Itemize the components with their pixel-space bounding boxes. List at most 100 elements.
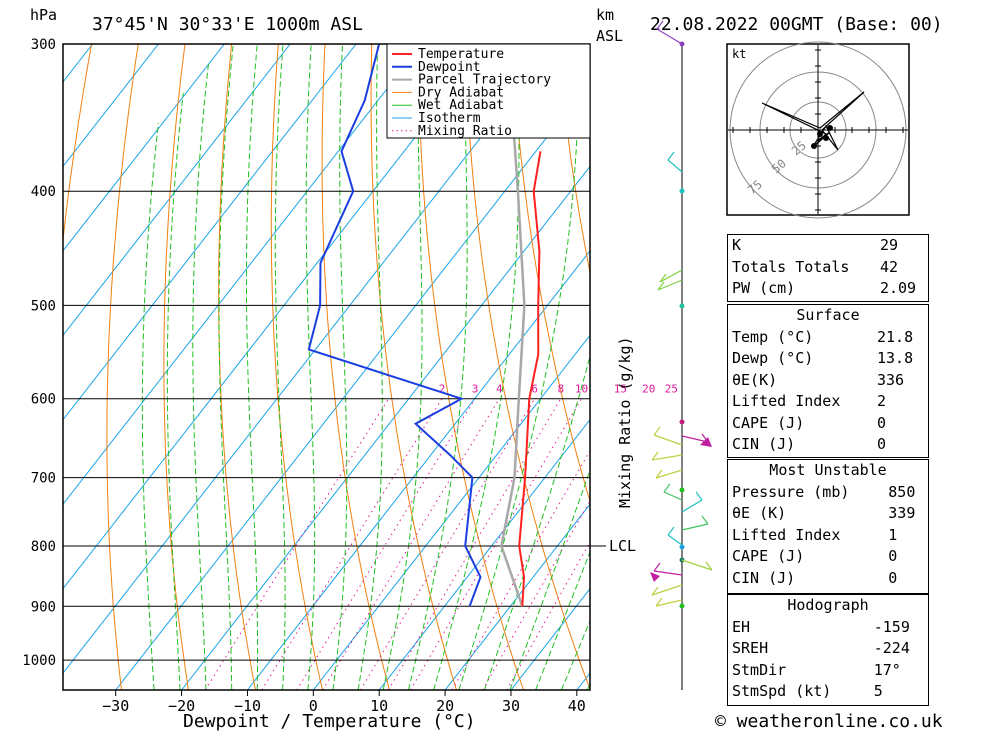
pressure-tick-label: 700 bbox=[31, 471, 56, 487]
isotherm-line bbox=[312, 334, 590, 690]
wind-barb bbox=[651, 454, 683, 461]
stmdir-value: 17° bbox=[873, 660, 901, 679]
surface-temp-label: Temp (°C) bbox=[732, 327, 814, 346]
isotherm-line bbox=[63, 44, 225, 252]
wind-barb-feather bbox=[655, 469, 663, 479]
surface-title: Surface bbox=[796, 306, 860, 324]
legend-entry: Isotherm bbox=[418, 111, 481, 126]
hodograph-point bbox=[817, 131, 823, 137]
dry-adiabat-line bbox=[370, 44, 457, 690]
mixing-ratio-label: 2 bbox=[439, 383, 446, 396]
dry-adiabat-line bbox=[63, 44, 93, 245]
temp-tick-label: 30 bbox=[502, 697, 520, 715]
wet-adiabat-line bbox=[141, 122, 159, 690]
wind-barb-feather bbox=[651, 586, 659, 596]
surface-dewp-value: 13.8 bbox=[877, 349, 914, 367]
wet-adiabat-line bbox=[218, 44, 234, 690]
wind-level-dot bbox=[679, 487, 685, 493]
mixing-ratio-line bbox=[482, 500, 590, 690]
eh-value: -159 bbox=[873, 617, 910, 636]
dry-adiabat-lines bbox=[63, 44, 1000, 690]
temp-tick-label: −30 bbox=[102, 697, 129, 715]
pressure-tick-label: 800 bbox=[31, 539, 56, 555]
temp-tick-label: 10 bbox=[370, 697, 388, 715]
mixing-ratio-label: 15 bbox=[614, 383, 627, 396]
surface-box: Surface Temp (°C) 21.8 Dewp (°C) 13.8 θE(K… bbox=[727, 304, 929, 458]
mixing-ratio-label: 10 bbox=[575, 383, 588, 396]
wind-barb bbox=[657, 279, 683, 291]
dry-adiabat-line bbox=[932, 44, 1000, 690]
mu-li-value: 1 bbox=[888, 525, 898, 544]
wind-level-dot bbox=[679, 303, 685, 309]
wet-adiabat-line bbox=[274, 44, 286, 690]
tt-label: Totals Totals bbox=[732, 257, 850, 276]
surface-temp-value: 21.8 bbox=[877, 327, 914, 346]
isotherm-line bbox=[63, 44, 159, 168]
wind-barb-feather bbox=[653, 562, 661, 572]
asl-label: ASL bbox=[596, 27, 623, 45]
wet-adiabat-lines bbox=[141, 44, 590, 690]
wet-adiabat-line bbox=[192, 60, 210, 690]
mixing-ratio-line bbox=[360, 398, 536, 690]
sreh-value: -224 bbox=[873, 639, 910, 657]
wind-barb-feather bbox=[656, 20, 664, 30]
eh-label: EH bbox=[732, 617, 751, 636]
hodograph-stats-box: Hodograph EH -159 SREH -224 StmDir 17° StmS… bbox=[727, 594, 929, 706]
mixing-ratio-label: 3 bbox=[472, 383, 479, 396]
wind-level-dot bbox=[679, 419, 685, 425]
axes-labels: 300 400 500 600 700 800 900 1000 −30 −20 −10 0 10 20 3… bbox=[22, 37, 586, 715]
temp-tick-label: −10 bbox=[234, 697, 261, 715]
isotherm-line bbox=[63, 44, 555, 674]
mixing-ratio-line bbox=[296, 398, 476, 690]
wind-barb bbox=[655, 599, 683, 607]
wind-barb bbox=[667, 534, 683, 546]
isotherm-line bbox=[63, 44, 291, 337]
pressure-unit: hPa bbox=[30, 6, 57, 24]
mixing-ratio-label: 20 bbox=[642, 383, 655, 396]
temp-tick-label: 40 bbox=[568, 697, 586, 715]
wind-barb-feather bbox=[657, 281, 665, 291]
wind-barb bbox=[653, 570, 683, 576]
wet-adiabat-line bbox=[509, 468, 590, 690]
surface-li-value: 2 bbox=[877, 392, 887, 410]
pressure-tick-label: 600 bbox=[31, 392, 56, 408]
mu-theta-value: 339 bbox=[888, 504, 916, 522]
most-unstable-box: Most Unstable Pressure (mb) 850 θE (K) 339… bbox=[727, 459, 929, 594]
hodograph-point bbox=[827, 125, 833, 131]
mixing-ratio-line bbox=[387, 398, 562, 690]
dry-adiabat-line bbox=[218, 44, 256, 690]
wind-barb bbox=[681, 499, 703, 513]
mixing-ratio-label: 25 bbox=[665, 383, 678, 396]
location-title: 37°45'N 30°33'E 1000m ASL bbox=[92, 14, 363, 35]
mixing-ratio-line bbox=[261, 398, 443, 690]
legend-entry: Dry Adiabat bbox=[418, 85, 504, 100]
mu-title: Most Unstable bbox=[769, 461, 887, 479]
wind-barb-feather bbox=[667, 526, 675, 536]
wind-level-dot bbox=[679, 188, 685, 194]
wind-barb bbox=[659, 269, 683, 283]
legend-entry: Temperature bbox=[418, 47, 504, 62]
mu-cin-value: 0 bbox=[888, 568, 898, 587]
wet-adiabat-line bbox=[166, 92, 184, 690]
temp-tick-label: −20 bbox=[168, 697, 195, 715]
temperature-line bbox=[518, 151, 542, 607]
dry-adiabat-line bbox=[270, 44, 323, 690]
mu-theta-label: θE (K) bbox=[732, 504, 787, 522]
wind-barb-feather bbox=[663, 483, 671, 493]
legend-entry: Mixing Ratio bbox=[418, 124, 512, 139]
surface-dewp-label: Dewp (°C) bbox=[732, 349, 814, 367]
credit-text: © weatheronline.co.uk bbox=[715, 711, 943, 732]
isotherm-line bbox=[444, 503, 590, 690]
mixing-ratio-line bbox=[322, 398, 500, 690]
legend-entry: Wet Adiabat bbox=[418, 98, 504, 113]
wind-barb bbox=[656, 28, 683, 45]
wind-barb bbox=[667, 159, 683, 173]
surface-cin-label: CIN (J) bbox=[732, 435, 796, 453]
dry-adiabat-line bbox=[464, 44, 590, 690]
mixing-ratio-line bbox=[410, 398, 582, 690]
k-label: K bbox=[732, 236, 742, 254]
storm-motion-flag bbox=[700, 437, 712, 447]
k-value: 29 bbox=[879, 236, 898, 254]
wind-barb bbox=[663, 491, 683, 501]
